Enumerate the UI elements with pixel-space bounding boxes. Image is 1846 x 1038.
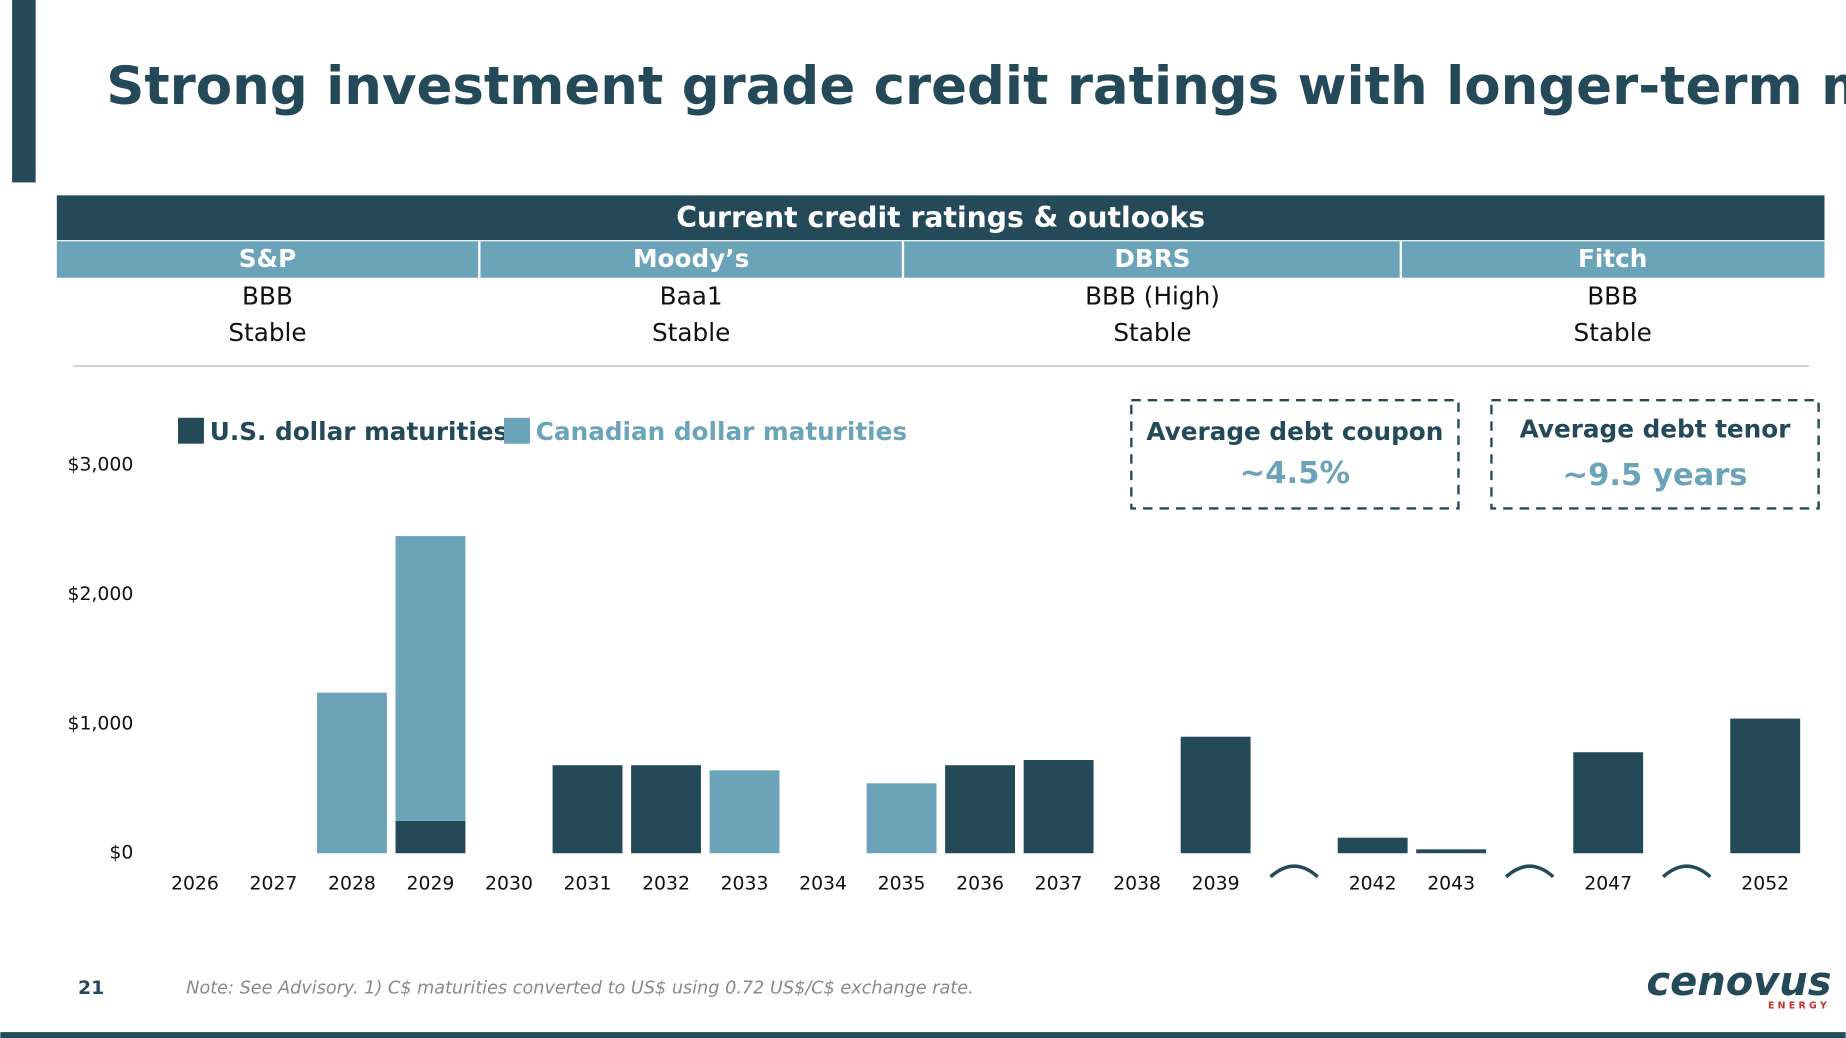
x-tick-label: 2035 [878, 873, 926, 894]
column-header: Moody’s [633, 244, 749, 273]
x-tick-label: 2036 [956, 873, 1004, 894]
axis-break [1269, 864, 1319, 879]
axis-break [1504, 864, 1555, 879]
y-tick-label: $1,000 [67, 713, 133, 734]
x-tick-label: 2039 [1192, 873, 1240, 894]
x-tick-label: 2043 [1427, 873, 1475, 894]
callout-label: Average debt tenor [1520, 415, 1792, 444]
column-header: S&P [239, 244, 296, 273]
table-title: Current credit ratings & outlooks [676, 201, 1205, 234]
bar [709, 770, 780, 854]
legend-swatch [178, 417, 204, 444]
x-tick-label: 2027 [250, 873, 298, 894]
bar [866, 783, 937, 854]
bar [945, 765, 1016, 854]
y-tick-label: $3,000 [67, 454, 133, 475]
rating: BBB [1587, 282, 1638, 311]
table-subheader [56, 241, 1825, 278]
x-tick-label: 2032 [642, 873, 690, 894]
footnote: Note: See Advisory. 1) C$ maturities con… [186, 979, 973, 999]
legend-label: Canadian dollar maturities [536, 417, 907, 446]
bottom-bar [0, 1032, 1846, 1038]
callout-value: ~9.5 years [1562, 458, 1747, 493]
x-tick-label: 2028 [328, 873, 376, 894]
x-tick-label: 2033 [721, 873, 769, 894]
y-tick-label: $2,000 [67, 584, 133, 605]
bar [1730, 718, 1801, 854]
bar [1180, 736, 1251, 854]
callout-box [1130, 398, 1460, 510]
x-tick-label: 2052 [1741, 873, 1789, 894]
x-tick-label: 2042 [1349, 873, 1397, 894]
rating: BBB [242, 282, 293, 311]
x-tick-label: 2030 [485, 873, 533, 894]
legend-label: U.S. dollar maturities [210, 417, 508, 446]
slide-title: Strong investment grade credit ratings w… [106, 56, 1846, 117]
bar [1337, 837, 1408, 854]
rating: Baa1 [660, 282, 723, 311]
page-number: 21 [78, 978, 104, 999]
outlook: Stable [228, 318, 306, 347]
logo-sub: E N E R G Y [1768, 1001, 1827, 1012]
column-dividers [478, 241, 1402, 278]
table-header [56, 195, 1825, 241]
axis-break [1661, 864, 1712, 879]
bar [1573, 752, 1644, 854]
x-tick-label: 2038 [1113, 873, 1161, 894]
bar [631, 765, 701, 854]
rating: BBB (High) [1085, 282, 1220, 311]
x-tick-label: 2029 [407, 873, 455, 894]
y-tick-label: $0 [109, 843, 133, 864]
column-header: Fitch [1578, 244, 1647, 273]
outlook: Stable [1574, 318, 1652, 347]
outlook: Stable [652, 318, 730, 347]
bar [1416, 849, 1487, 854]
callout-box [1490, 398, 1820, 510]
accent-bar [12, 0, 36, 183]
column-header: DBRS [1114, 244, 1190, 273]
x-tick-label: 2047 [1584, 873, 1632, 894]
bar [395, 536, 466, 821]
x-tick-label: 2037 [1035, 873, 1083, 894]
x-tick-label: 2031 [564, 873, 612, 894]
legend-swatch [504, 417, 530, 444]
bar [317, 692, 387, 854]
callout-label: Average debt coupon [1146, 417, 1443, 446]
x-tick-label: 2026 [171, 873, 219, 894]
bar [1023, 760, 1094, 854]
logo: cenovus [1646, 959, 1831, 1005]
bar [552, 765, 623, 854]
bar [395, 820, 466, 854]
x-tick-label: 2034 [799, 873, 847, 894]
outlook: Stable [1113, 318, 1191, 347]
callout-value: ~4.5% [1240, 456, 1350, 491]
